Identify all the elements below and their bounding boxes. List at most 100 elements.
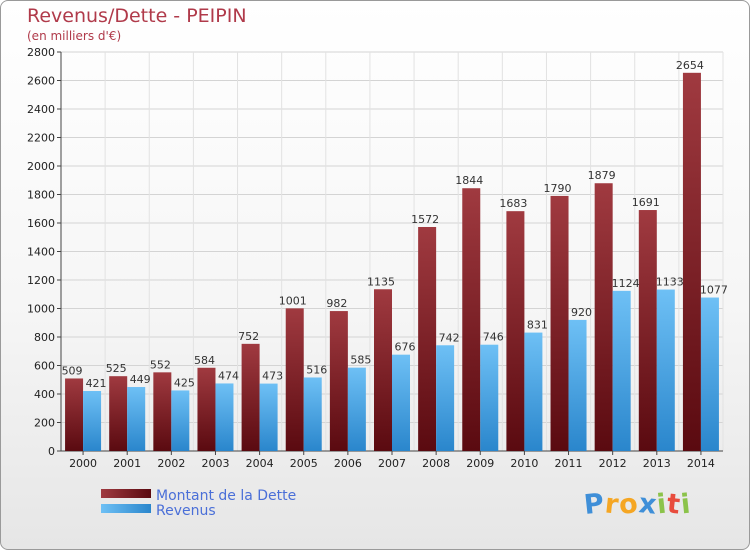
legend-label-debt: Montant de la Dette — [156, 488, 296, 504]
bar-revenus — [568, 319, 587, 451]
x-tick-label: 2000 — [69, 457, 97, 470]
y-tick-label: 800 — [34, 331, 55, 344]
bar-revenus — [480, 344, 499, 451]
chart-title: Revenus/Dette - PEIPIN — [27, 5, 247, 27]
x-tick-label: 2004 — [246, 457, 274, 470]
data-label-dette: 1001 — [279, 294, 307, 307]
bar-revenus — [436, 345, 455, 451]
y-tick-label: 2800 — [27, 46, 55, 59]
data-label-revenus: 1124 — [612, 277, 640, 290]
x-tick-label: 2013 — [643, 457, 671, 470]
bar-revenus — [303, 377, 322, 451]
bar-dette — [418, 226, 437, 451]
data-label-dette: 982 — [326, 297, 347, 310]
bar-dette — [594, 183, 613, 451]
bar-revenus — [347, 367, 366, 451]
data-label-dette: 1844 — [455, 174, 483, 187]
bar-dette — [329, 311, 348, 451]
bars — [65, 72, 719, 452]
data-label-revenus: 676 — [395, 341, 416, 354]
y-tick-label: 600 — [34, 360, 55, 373]
x-tick-label: 2005 — [290, 457, 318, 470]
data-label-dette: 1691 — [632, 196, 660, 209]
logo-letter: i — [679, 488, 694, 521]
data-label-revenus: 585 — [350, 354, 371, 367]
data-label-dette: 2654 — [676, 59, 704, 72]
bar-dette — [506, 211, 525, 451]
y-tick-label: 1000 — [27, 303, 55, 316]
bar-revenus — [215, 383, 234, 451]
y-tick-label: 1800 — [27, 189, 55, 202]
data-label-revenus: 831 — [527, 319, 548, 332]
bar-dette — [109, 376, 128, 451]
data-label-dette: 1790 — [544, 182, 572, 195]
legend-swatch-debt — [101, 489, 151, 498]
y-tick-label: 400 — [34, 388, 55, 401]
bar-revenus — [392, 354, 410, 451]
bar-revenus — [612, 290, 631, 451]
y-tick-label: 1600 — [27, 217, 55, 230]
bar-revenus — [171, 390, 190, 451]
bar-revenus — [656, 289, 675, 451]
x-tick-label: 2003 — [201, 457, 229, 470]
bar-dette — [65, 378, 84, 451]
bar-revenus — [127, 387, 146, 451]
data-label-revenus: 742 — [439, 331, 460, 344]
legend: Montant de la Dette Revenus — [101, 488, 296, 519]
x-tick-label: 2007 — [378, 457, 406, 470]
chart-subtitle: (en milliers d'€) — [27, 29, 122, 43]
data-label-dette: 752 — [238, 330, 259, 343]
data-label-dette: 525 — [106, 362, 127, 375]
x-tick-label: 2011 — [555, 457, 583, 470]
data-label-dette: 1683 — [499, 197, 527, 210]
proxiti-logo: Proxiti — [582, 488, 694, 521]
x-tick-label: 2012 — [599, 457, 627, 470]
y-tick-label: 1200 — [27, 274, 55, 287]
bar-dette — [462, 188, 481, 452]
x-tick-label: 2014 — [687, 457, 715, 470]
bar-revenus — [700, 297, 719, 451]
data-label-revenus: 449 — [130, 373, 151, 386]
x-tick-label: 2008 — [422, 457, 450, 470]
data-label-dette: 509 — [62, 364, 83, 377]
data-label-dette: 1572 — [411, 213, 439, 226]
bar-dette — [285, 308, 304, 451]
x-tick-label: 2006 — [334, 457, 362, 470]
legend-swatch-revenus — [101, 504, 151, 513]
data-label-dette: 584 — [194, 354, 215, 367]
data-label-revenus: 473 — [262, 370, 283, 383]
bar-revenus — [259, 383, 278, 451]
legend-label-revenus: Revenus — [156, 503, 216, 519]
data-label-revenus: 1133 — [656, 276, 684, 289]
data-label-revenus: 920 — [571, 306, 592, 319]
y-tick-label: 2200 — [27, 132, 55, 145]
bar-revenus — [83, 391, 102, 451]
bar-dette — [241, 343, 260, 451]
x-tick-label: 2002 — [157, 457, 185, 470]
y-tick-label: 2400 — [27, 103, 55, 116]
y-tick-label: 2600 — [27, 75, 55, 88]
data-label-revenus: 746 — [483, 331, 504, 344]
bar-dette — [153, 372, 172, 451]
x-tick-label: 2001 — [113, 457, 141, 470]
y-tick-label: 0 — [48, 445, 55, 458]
bar-revenus — [524, 332, 543, 451]
bar-dette — [197, 367, 216, 451]
data-label-dette: 552 — [150, 358, 171, 371]
y-tick-label: 1400 — [27, 246, 55, 259]
bar-dette — [550, 195, 569, 451]
data-label-revenus: 516 — [306, 363, 327, 376]
bar-dette — [638, 210, 657, 451]
y-tick-label: 200 — [34, 417, 55, 430]
data-label-revenus: 425 — [174, 376, 195, 389]
bar-dette — [374, 289, 392, 451]
bar-dette — [682, 72, 701, 452]
data-label-revenus: 474 — [218, 369, 239, 382]
x-tick-label: 2009 — [466, 457, 494, 470]
data-label-dette: 1879 — [588, 169, 616, 182]
data-label-revenus: 421 — [86, 377, 107, 390]
data-label-dette: 1135 — [367, 275, 395, 288]
